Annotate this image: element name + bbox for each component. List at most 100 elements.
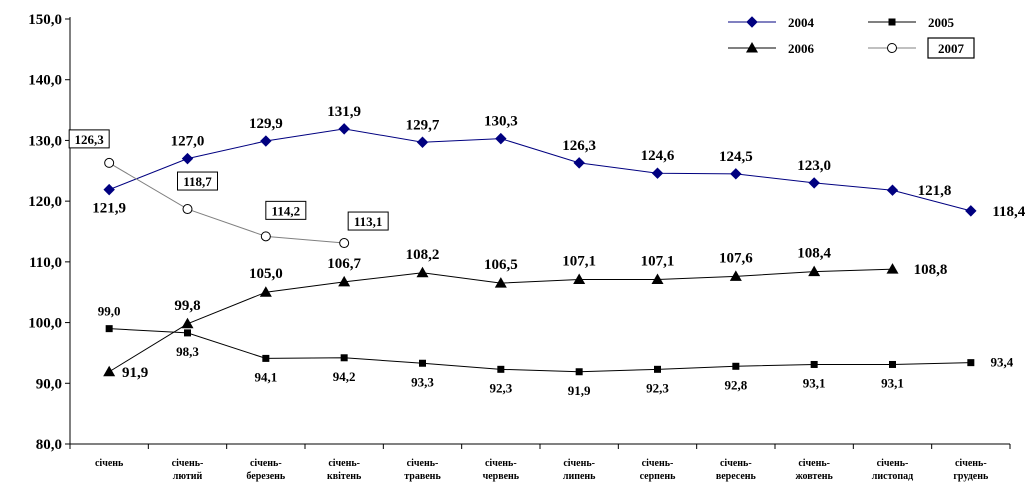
data-point-2005	[889, 360, 896, 368]
data-label-2005: 92,8	[724, 377, 747, 392]
legend-item-2005: 2005	[868, 15, 955, 30]
x-tick-label: лютий	[173, 471, 203, 482]
series-2004	[103, 123, 977, 217]
data-label-2007: 113,1	[354, 214, 383, 229]
data-point-2005	[262, 354, 270, 362]
data-point-2004	[651, 167, 664, 179]
data-point-2004	[181, 152, 194, 165]
x-tick-label: квітень	[327, 471, 362, 482]
data-point-2005	[654, 365, 661, 373]
data-label-2004: 123,0	[797, 158, 831, 174]
data-label-2004: 124,5	[719, 149, 753, 165]
data-point-2006	[181, 317, 194, 329]
x-tick-label: липень	[563, 471, 596, 482]
legend-label-box	[927, 37, 975, 59]
data-label-2005: 93,1	[881, 375, 904, 390]
x-tick-label: січень-	[720, 458, 752, 469]
data-point-2007	[339, 238, 350, 249]
y-tick-label: 120,0	[28, 194, 62, 210]
data-point-2004	[730, 168, 742, 180]
x-tick-label: січень-	[250, 458, 282, 469]
data-label-2006: 107,1	[641, 253, 675, 269]
data-label-2004: 129,9	[249, 116, 283, 132]
data-point-2006	[103, 365, 116, 377]
data-label-2005: 98,3	[176, 344, 199, 359]
x-tick-label: березень	[246, 471, 286, 482]
data-point-2004	[495, 132, 507, 145]
data-point-2005	[184, 329, 191, 337]
legend-item-2006: 2006	[728, 41, 815, 56]
x-tick-label: листопад	[872, 471, 913, 482]
data-point-2006	[808, 265, 821, 277]
series-line-2007	[108, 162, 345, 244]
series-2007	[104, 157, 350, 249]
data-label-2006: 106,5	[484, 257, 518, 273]
data-point-2006	[651, 273, 664, 284]
data-label-2007: 118,7	[183, 174, 212, 189]
x-tick-label: січень-	[407, 458, 439, 469]
data-label-2004: 130,3	[484, 114, 518, 130]
x-tick-label: січень-	[328, 458, 360, 469]
x-tick-label: жовтень	[796, 471, 834, 482]
data-point-2004	[416, 136, 429, 148]
x-tick-label: січень-	[172, 458, 204, 469]
data-point-2007	[260, 231, 271, 242]
data-point-2004	[886, 184, 899, 196]
data-point-2006	[259, 286, 272, 297]
data-label-2004: 127,0	[171, 134, 205, 150]
data-label-2004: 118,4	[992, 204, 1025, 220]
data-label-2006: 108,4	[797, 246, 831, 262]
data-label-2007: 114,2	[272, 203, 301, 218]
data-point-2006	[494, 277, 507, 288]
data-point-2004	[808, 177, 820, 189]
data-label-2005: 91,9	[568, 383, 591, 398]
data-label-2006: 107,6	[719, 250, 753, 266]
series-line-2005	[109, 328, 971, 373]
data-label-2004: 129,7	[406, 117, 440, 133]
data-point-2004	[573, 157, 585, 169]
data-point-2006	[573, 273, 586, 284]
y-tick-label: 110,0	[29, 255, 62, 271]
x-tick-label: січень	[95, 458, 124, 469]
data-label-2006: 108,8	[914, 262, 948, 278]
chart-axes: 80,0 90,0 100,0 110,0 120,0 130,0 140,0 150,0 сі…	[28, 12, 1011, 482]
legend-marker	[888, 18, 896, 26]
chart-legend: 2004 2005 2006 2007	[728, 15, 975, 59]
y-tick-label: 90,0	[36, 376, 62, 392]
data-label-2006: 91,9	[122, 365, 148, 381]
data-label-2005: 99,0	[98, 304, 121, 319]
data-label-2007: 126,3	[75, 132, 105, 147]
data-label-box-2007	[177, 171, 218, 191]
data-label-2004: 124,6	[641, 148, 675, 164]
data-point-2005	[732, 362, 740, 370]
data-label-2005: 92,3	[489, 380, 512, 395]
legend-marker	[746, 42, 758, 53]
data-label-2004: 121,8	[918, 183, 952, 199]
data-point-2004	[260, 135, 272, 147]
data-point-2005	[419, 359, 426, 367]
x-tick-label: січень-	[642, 458, 674, 469]
data-label-2004: 126,3	[562, 138, 596, 154]
data-label-2005: 93,4	[990, 355, 1013, 370]
series-line-2004	[108, 128, 971, 212]
x-tick-label: грудень	[953, 471, 989, 482]
data-point-2005	[497, 365, 505, 373]
data-label-2005: 93,1	[803, 375, 826, 390]
data-point-2006	[886, 263, 899, 274]
data-label-2005: 94,1	[254, 369, 277, 384]
legend-item-2007: 2007	[868, 37, 975, 59]
series-2005	[105, 325, 975, 376]
data-point-2005	[810, 360, 818, 368]
x-tick-label: січень-	[485, 458, 517, 469]
legend-item-2004: 2004	[728, 15, 815, 30]
y-tick-label: 150,0	[28, 12, 62, 28]
x-tick-label: січень-	[955, 458, 987, 469]
y-tick-label: 80,0	[36, 437, 62, 453]
data-point-2006	[416, 266, 429, 278]
y-tick-label: 100,0	[28, 316, 62, 332]
data-point-2007	[182, 204, 193, 215]
x-tick-label: червень	[483, 471, 520, 482]
chart-series	[103, 123, 977, 377]
data-label-box-2007	[68, 129, 110, 149]
data-point-2005	[105, 325, 113, 333]
